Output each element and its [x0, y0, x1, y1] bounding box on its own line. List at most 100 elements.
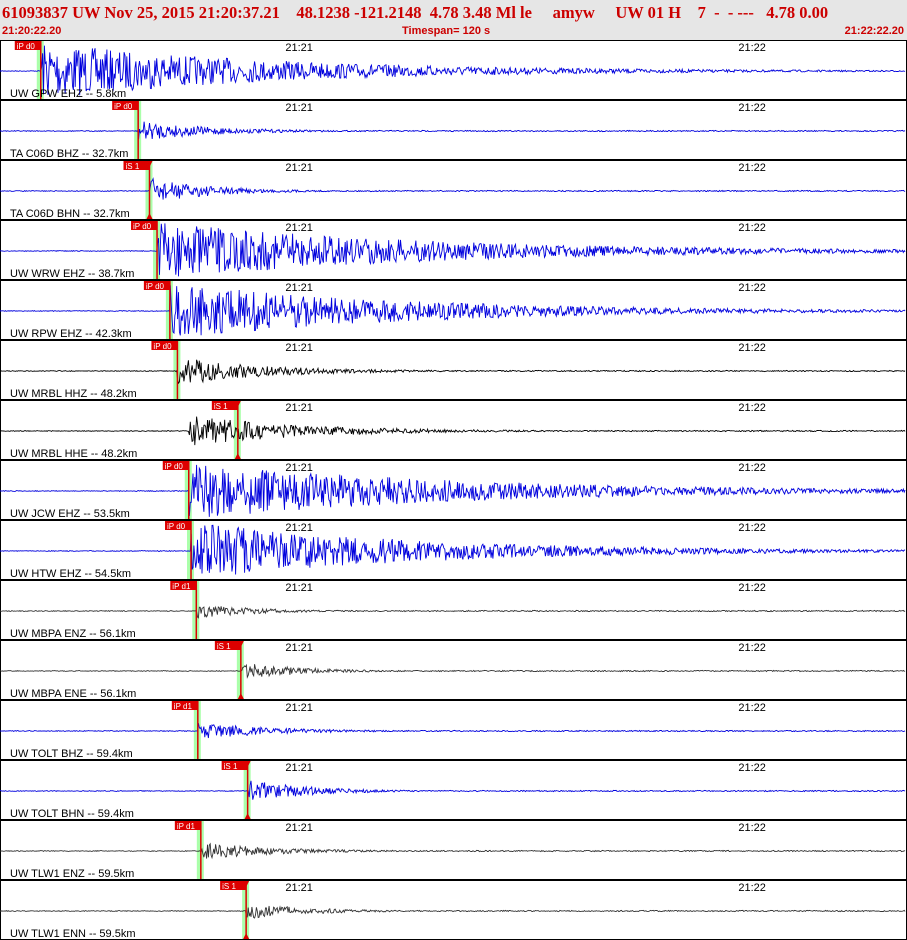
time-tick-label: 21:22 — [738, 402, 766, 414]
row-frame — [0, 760, 907, 820]
pick-box — [14, 41, 41, 50]
pick-box — [151, 341, 178, 350]
pick-label: iP d1 — [174, 702, 193, 711]
trace-row: 21:21 21:22 iP d0 UW HTW EHZ -- 54.5km — [0, 520, 907, 580]
time-tick-label: 21:22 — [738, 642, 766, 654]
pick-box — [131, 221, 158, 230]
time-tick-label: 21:21 — [285, 882, 313, 894]
pick-triangle-top — [146, 161, 153, 167]
waveform-line — [0, 45, 906, 96]
pick-triangle-top — [244, 761, 251, 767]
trace-row: 21:21 21:22 iP d0 TA C06D BHZ -- 32.7km — [0, 100, 907, 160]
trace-row: 21:21 21:22 iP d1 UW TLW1 ENZ -- 59.5km — [0, 820, 907, 880]
time-tick-label: 21:21 — [285, 402, 313, 414]
row-frame — [0, 820, 907, 880]
station-label: UW RPW EHZ -- 42.3km — [10, 328, 132, 340]
pick-label: iP d0 — [167, 522, 186, 531]
trace-row: 21:21 21:22 iP d0 UW WRW EHZ -- 38.7km — [0, 220, 907, 280]
time-tick-label: 21:22 — [738, 282, 766, 294]
time-tick-label: 21:21 — [285, 822, 313, 834]
row-frame — [0, 460, 907, 520]
time-tick-label: 21:22 — [738, 342, 766, 354]
station-label: UW MBPA ENZ -- 56.1km — [10, 628, 136, 640]
station-label: UW MBPA ENE -- 56.1km — [10, 688, 136, 700]
trace-row: 21:21 21:22 iP d1 UW TOLT BHZ -- 59.4km — [0, 700, 907, 760]
waveform-line — [0, 359, 906, 385]
pick-label: iP d0 — [133, 222, 152, 231]
waveform-line — [0, 177, 906, 200]
pick-box — [214, 641, 241, 650]
time-tick-label: 21:21 — [285, 222, 313, 234]
pick-triangle-bottom — [237, 693, 244, 699]
end-time: 21:22:22.20 — [844, 25, 904, 37]
pick-box — [174, 821, 201, 830]
time-tick-label: 21:22 — [738, 462, 766, 474]
time-tick-label: 21:21 — [285, 522, 313, 534]
pick-label: iS 1 — [217, 642, 231, 651]
timespan-label: Timespan= 120 s — [402, 25, 491, 37]
trace-row: 21:21 21:22 iP d0 UW GPW EHZ -- 5.8km — [0, 40, 907, 100]
waveform-line — [0, 723, 906, 739]
pick-label: iS 1 — [125, 162, 139, 171]
time-tick-label: 21:21 — [285, 162, 313, 174]
station-label: UW JCW EHZ -- 53.5km — [10, 508, 130, 520]
pick-box — [162, 461, 189, 470]
waveform-line — [0, 121, 906, 140]
station-label: UW TOLT BHN -- 59.4km — [10, 808, 134, 820]
time-tick-label: 21:21 — [285, 42, 313, 54]
station-label: UW WRW EHZ -- 38.7km — [10, 268, 134, 280]
pick-triangle-bottom — [243, 933, 250, 939]
time-tick-label: 21:22 — [738, 42, 766, 54]
time-tick-label: 21:21 — [285, 582, 313, 594]
trace-row: 21:21 21:22 iS 1 TA C06D BHN -- 32.7km — [0, 160, 907, 220]
station-label: UW HTW EHZ -- 54.5km — [10, 568, 131, 580]
time-tick-label: 21:21 — [285, 342, 313, 354]
pick-label: iP d0 — [165, 462, 184, 471]
waveform-line — [0, 663, 906, 679]
pick-label: iS 1 — [222, 882, 236, 891]
time-tick-label: 21:22 — [738, 582, 766, 594]
pick-triangle-top — [243, 881, 250, 887]
station-label: TA C06D BHN -- 32.7km — [10, 208, 130, 220]
pick-box — [170, 581, 197, 590]
pick-box — [221, 761, 248, 770]
time-tick-label: 21:22 — [738, 102, 766, 114]
pick-box — [143, 281, 170, 290]
row-frame — [0, 700, 907, 760]
waveform-line — [0, 464, 906, 517]
time-tick-label: 21:21 — [285, 102, 313, 114]
station-label: TA C06D BHZ -- 32.7km — [10, 148, 128, 160]
trace-row: 21:21 21:22 iP d0 UW JCW EHZ -- 53.5km — [0, 460, 907, 520]
start-time: 21:20:22.20 — [2, 25, 62, 37]
station-label: UW TLW1 ENN -- 59.5km — [10, 928, 136, 940]
time-tick-label: 21:21 — [285, 282, 313, 294]
waveform-line — [0, 223, 906, 277]
time-tick-label: 21:21 — [285, 642, 313, 654]
time-tick-label: 21:22 — [738, 702, 766, 714]
trace-row: 21:21 21:22 iS 1 UW MRBL HHE -- 48.2km — [0, 400, 907, 460]
pick-label: iP d0 — [114, 102, 133, 111]
time-tick-label: 21:21 — [285, 702, 313, 714]
waveform-line — [0, 605, 906, 619]
trace-row: 21:21 21:22 iP d0 UW RPW EHZ -- 42.3km — [0, 280, 907, 340]
station-label: UW MRBL HHE -- 48.2km — [10, 448, 137, 460]
time-tick-label: 21:22 — [738, 882, 766, 894]
trace-row: 21:21 21:22 iS 1 UW MBPA ENE -- 56.1km — [0, 640, 907, 700]
pick-box — [165, 521, 192, 530]
time-tick-label: 21:22 — [738, 762, 766, 774]
time-tick-label: 21:22 — [738, 162, 766, 174]
pick-label: iP d1 — [172, 582, 191, 591]
waveform-line — [0, 842, 906, 860]
time-tick-label: 21:22 — [738, 222, 766, 234]
pick-label: iP d0 — [153, 342, 172, 351]
trace-row: 21:21 21:22 iP d1 UW MBPA ENZ -- 56.1km — [0, 580, 907, 640]
station-label: UW GPW EHZ -- 5.8km — [10, 88, 126, 100]
waveform-line — [0, 780, 906, 800]
row-frame — [0, 640, 907, 700]
header-bar: 61093837 UW Nov 25, 2015 21:20:37.21 48.… — [0, 0, 907, 40]
pick-box — [112, 101, 139, 110]
trace-row: 21:21 21:22 iP d0 UW MRBL HHZ -- 48.2km — [0, 340, 907, 400]
time-tick-label: 21:22 — [738, 522, 766, 534]
event-title: 61093837 UW Nov 25, 2015 21:20:37.21 48.… — [2, 3, 829, 22]
